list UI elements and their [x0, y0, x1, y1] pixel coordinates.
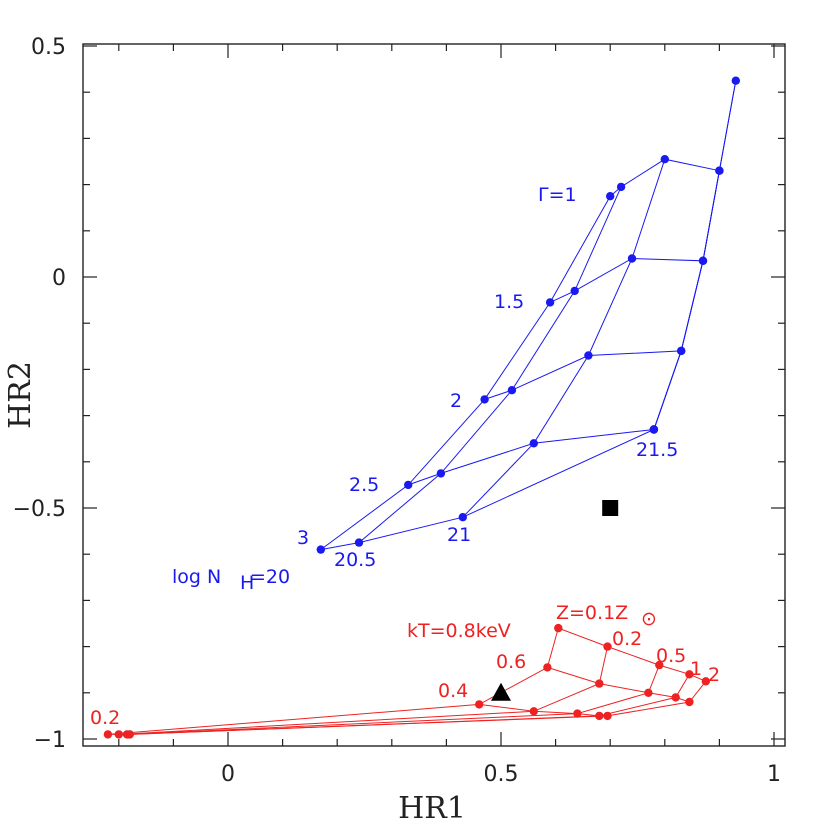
- thermal-point: [685, 697, 694, 707]
- x-tick-label: 0: [221, 762, 235, 787]
- gamma-label-3: 3: [297, 527, 309, 549]
- gamma-label-1: Γ=1: [538, 184, 577, 206]
- thermal-point: [655, 660, 664, 670]
- powerlaw-point: [354, 538, 364, 547]
- powerlaw-point: [404, 480, 413, 490]
- nh-label-prefix: log N: [172, 566, 221, 588]
- data-markers: [491, 500, 619, 701]
- thermal-col-line: [118, 646, 608, 735]
- axis-tick-labels: 0 0.5 10.50−0.5−1: [13, 35, 781, 787]
- grid-annotations: Γ=1 1.5 2 2.5 3 log N H =20 20.5 21 21.5…: [90, 184, 720, 729]
- thermal-point: [595, 679, 604, 688]
- y-tick-label: −1: [34, 728, 66, 753]
- nh-label-subscript: H: [240, 572, 254, 594]
- thermal-point: [103, 730, 113, 739]
- thermal-grid-lines: [107, 627, 707, 735]
- plot-frame: [82, 43, 786, 747]
- thermal-point: [701, 677, 710, 686]
- thermal-point: [573, 709, 582, 718]
- thermal-point: [603, 711, 612, 721]
- y-tick-label: 0: [52, 266, 66, 291]
- y-tick-label: −0.5: [13, 497, 66, 522]
- z-label-sun-symbol: ⊙: [641, 608, 657, 630]
- thermal-point: [685, 670, 694, 679]
- gamma-label-1-5: 1.5: [494, 291, 524, 313]
- powerlaw-point: [677, 346, 686, 356]
- x-tick-label: 1: [767, 762, 781, 787]
- thermal-point: [543, 663, 552, 672]
- nh-label-20: =20: [250, 566, 290, 588]
- powerlaw-row-line: [320, 429, 655, 551]
- kt-label-0-2: 0.2: [90, 707, 120, 729]
- thermal-grid-points: [103, 623, 710, 739]
- powerlaw-point: [316, 545, 325, 554]
- thermal-point: [644, 688, 653, 697]
- nh-label-21: 21: [447, 524, 471, 546]
- square-marker: [602, 500, 619, 516]
- y-axis-label: HR2: [3, 361, 38, 429]
- nh-label-20-5: 20.5: [334, 549, 376, 571]
- powerlaw-point: [715, 166, 724, 175]
- powerlaw-point: [436, 469, 446, 478]
- axis-ticks: [83, 44, 785, 746]
- thermal-point: [554, 623, 563, 633]
- x-tick-label: 0.5: [484, 762, 519, 787]
- powerlaw-point: [731, 76, 740, 85]
- powerlaw-point: [480, 395, 489, 404]
- powerlaw-point: [698, 256, 708, 265]
- z-label-0-1: Z=0.1Z: [556, 602, 628, 624]
- nh-label-21-5: 21.5: [636, 439, 678, 461]
- thermal-point: [125, 730, 134, 739]
- thermal-point: [671, 693, 680, 702]
- thermal-col-line: [107, 627, 559, 735]
- z-label-0-5: 0.5: [656, 645, 686, 667]
- thermal-point: [475, 700, 484, 709]
- kt-label-0-6: 0.6: [496, 651, 526, 673]
- powerlaw-point: [529, 439, 538, 448]
- powerlaw-grid-points: [316, 76, 740, 554]
- thermal-point: [114, 730, 124, 739]
- gamma-label-2-5: 2.5: [349, 474, 379, 496]
- x-axis-label: HR1: [398, 791, 466, 826]
- powerlaw-point: [660, 155, 669, 164]
- powerlaw-point: [616, 182, 626, 192]
- thermal-point: [529, 707, 538, 716]
- thermal-point: [603, 642, 612, 651]
- gamma-label-2: 2: [450, 390, 462, 412]
- y-tick-label: 0.5: [31, 35, 66, 60]
- powerlaw-point: [649, 425, 659, 434]
- powerlaw-point: [458, 513, 467, 522]
- z-label-2: 2: [708, 664, 720, 686]
- powerlaw-point: [627, 254, 637, 263]
- thermal-col-line: [129, 680, 707, 735]
- powerlaw-point: [584, 351, 593, 360]
- z-label-0-2: 0.2: [612, 628, 642, 650]
- powerlaw-point: [606, 192, 615, 201]
- thermal-point: [595, 711, 604, 721]
- powerlaw-point: [545, 298, 555, 307]
- z-label-1: 1: [690, 658, 702, 680]
- thermal-col-line: [126, 664, 660, 735]
- triangle-marker: [491, 682, 511, 701]
- kt-label-0-4: 0.4: [438, 680, 468, 702]
- powerlaw-point: [570, 286, 579, 296]
- kt-label-0-8: kT=0.8keV: [407, 620, 511, 642]
- powerlaw-point: [507, 386, 517, 395]
